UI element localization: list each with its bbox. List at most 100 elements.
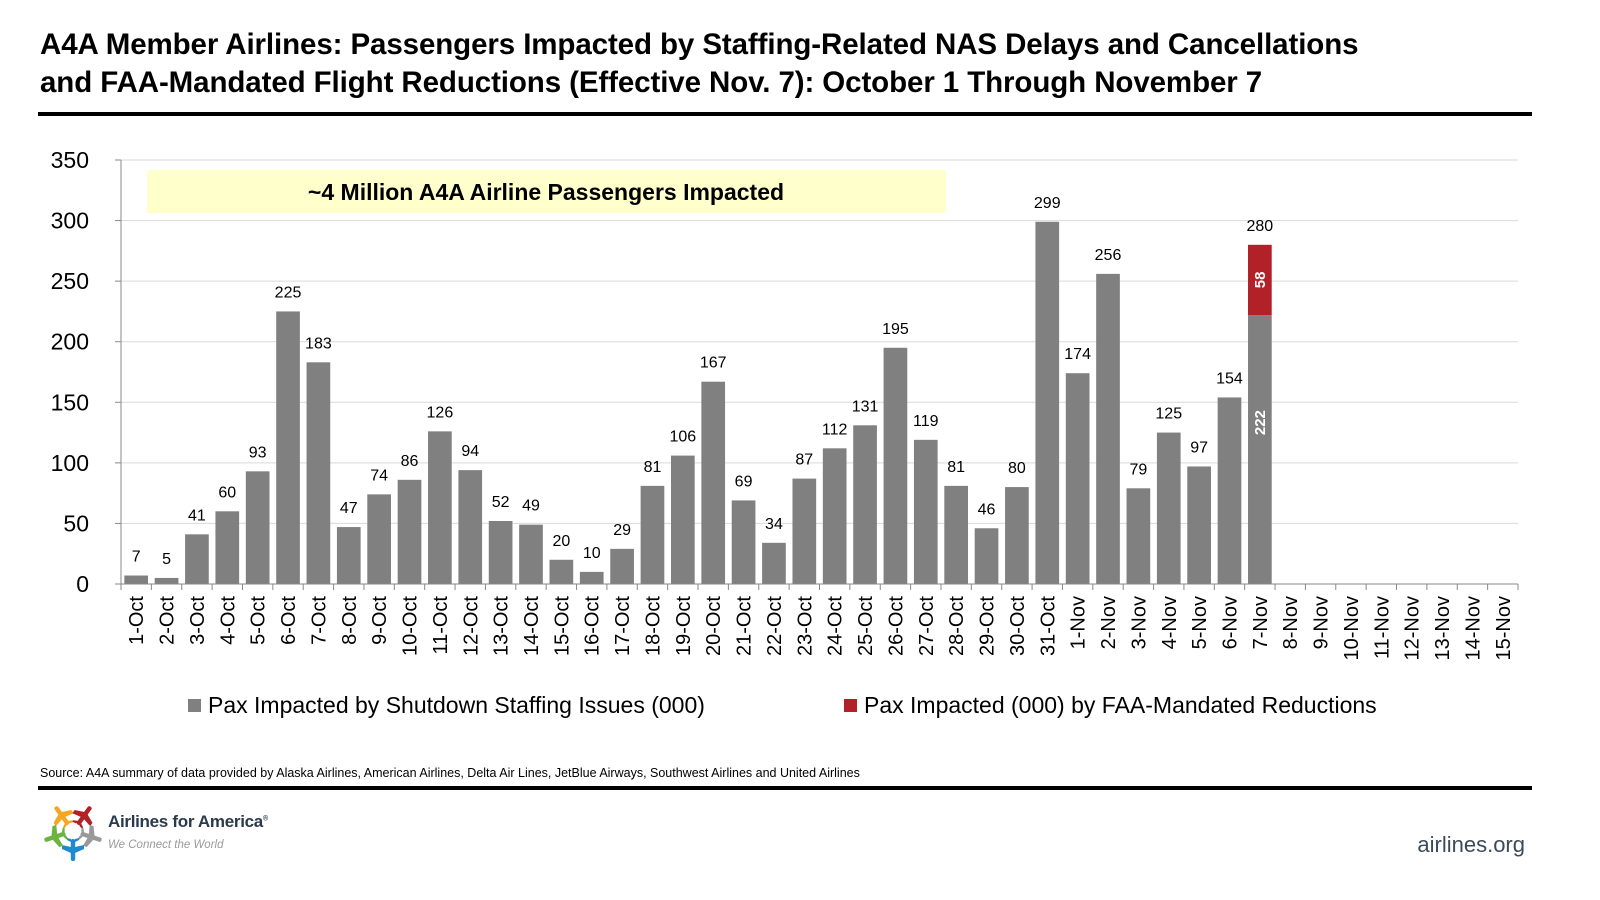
y-tick-label: 200 xyxy=(51,329,89,355)
chart-title-line-1: A4A Member Airlines: Passengers Impacted… xyxy=(40,28,1359,61)
data-label-total: 119 xyxy=(913,413,939,430)
bar-staffing xyxy=(1248,315,1272,584)
data-label-total: 7 xyxy=(132,549,141,566)
y-tick-label: 0 xyxy=(76,571,89,597)
x-tick-label: 17-Oct xyxy=(612,596,634,656)
bar-staffing xyxy=(1126,488,1151,584)
x-tick-label: 27-Oct xyxy=(916,596,938,656)
data-label-total: 10 xyxy=(583,545,601,562)
a4a-logo: Airlines for America® We Connect the Wor… xyxy=(40,798,300,868)
bar-staffing xyxy=(670,455,695,584)
legend-label-staffing: Pax Impacted by Shutdown Staffing Issues… xyxy=(208,692,705,718)
data-label-total: 174 xyxy=(1064,346,1091,363)
x-tick-label: 23-Oct xyxy=(794,596,816,656)
y-axis: 0 50 100 150 200 250 300 350 xyxy=(51,147,122,597)
airplane-tail xyxy=(81,827,85,833)
annotation-callout-text: ~4 Million A4A Airline Passengers Impact… xyxy=(308,179,784,205)
airplane-wing xyxy=(84,814,93,827)
airplane-icon xyxy=(62,838,84,861)
bar-staffing xyxy=(853,425,877,584)
airplane-icon xyxy=(72,806,93,829)
x-tick-label: 10-Oct xyxy=(400,596,422,656)
data-label-total: 126 xyxy=(427,404,454,421)
footer-divider xyxy=(38,786,1532,790)
x-tick-label: 13-Nov xyxy=(1432,596,1454,660)
bar-staffing xyxy=(1096,273,1120,584)
airplane-tail xyxy=(77,835,83,840)
x-tick-label: 9-Nov xyxy=(1311,596,1333,649)
data-label-total: 112 xyxy=(822,421,848,438)
y-tick-label: 100 xyxy=(51,450,89,476)
data-label-total: 79 xyxy=(1129,461,1147,478)
airplane-icon xyxy=(44,824,69,848)
data-label-total: 125 xyxy=(1155,406,1182,423)
airplane-tail xyxy=(72,820,78,824)
bar-staffing xyxy=(913,439,938,584)
y-tick-label: 300 xyxy=(51,208,89,234)
bar-staffing xyxy=(1005,487,1029,584)
bar-staffing xyxy=(1065,373,1090,584)
bar-staffing xyxy=(822,448,847,584)
bar-staffing xyxy=(154,577,179,584)
legend-swatch-staffing xyxy=(188,699,201,712)
x-tick-label: 6-Nov xyxy=(1219,596,1241,649)
airplane-tail xyxy=(62,823,67,829)
airplane-wing xyxy=(88,824,95,836)
airplane-wing xyxy=(53,814,62,827)
x-tick-label: 18-Oct xyxy=(642,596,664,656)
x-tick-label: 10-Nov xyxy=(1341,596,1363,660)
x-tick-label: 28-Oct xyxy=(946,596,968,656)
x-tick-label: 1-Nov xyxy=(1068,596,1090,649)
bar-chart: ~4 Million A4A Airline Passengers Impact… xyxy=(51,147,1519,660)
bar-staffing xyxy=(731,500,756,584)
x-tick-label: 11-Nov xyxy=(1371,596,1393,659)
y-tick-label: 50 xyxy=(63,510,89,536)
registered-mark: ® xyxy=(262,815,268,823)
x-tick-label: 14-Oct xyxy=(521,596,543,656)
airplane-fuselage xyxy=(76,806,92,826)
x-tick-label: 11-Oct xyxy=(430,596,452,655)
annotation-callout-background xyxy=(147,170,946,213)
data-label-total: 97 xyxy=(1190,439,1208,456)
x-tick-label: 16-Oct xyxy=(582,596,604,656)
x-tick-label: 26-Oct xyxy=(885,596,907,656)
data-label-total: 256 xyxy=(1095,247,1122,264)
airplane-fuselage xyxy=(80,831,102,842)
legend-item-staffing: Pax Impacted by Shutdown Staffing Issues… xyxy=(188,692,705,719)
bar-staffing xyxy=(428,431,452,584)
data-label-total: 46 xyxy=(978,501,996,518)
data-label-total: 86 xyxy=(401,453,419,470)
chart-title: A4A Member Airlines: Passengers Impacted… xyxy=(40,26,1540,102)
bars xyxy=(124,221,1272,584)
airplane-wing xyxy=(72,809,85,817)
gridlines xyxy=(121,159,1518,524)
bar-staffing xyxy=(1156,432,1181,584)
data-label-total: 52 xyxy=(492,494,510,511)
data-label-total: 81 xyxy=(644,459,662,476)
y-tick-label: 250 xyxy=(51,268,89,294)
x-tick-label: 4-Oct xyxy=(217,596,239,645)
x-tick-label: 12-Nov xyxy=(1402,596,1424,660)
data-label-total: 106 xyxy=(669,429,696,446)
x-tick-label: 3-Oct xyxy=(187,596,209,645)
x-tick-label: 15-Oct xyxy=(551,596,573,656)
bar-staffing xyxy=(519,524,543,584)
bar-staffing xyxy=(1035,221,1060,584)
bar-staffing xyxy=(124,575,149,584)
x-tick-label: 14-Nov xyxy=(1462,596,1484,660)
data-label-total: 29 xyxy=(613,522,631,539)
website-link[interactable]: airlines.org xyxy=(1417,832,1525,857)
data-label-faa: 58 xyxy=(1252,272,1269,289)
bar-staffing xyxy=(336,527,361,584)
airplane-tail xyxy=(68,820,74,824)
bar-staffing xyxy=(974,528,999,584)
x-tick-label: 19-Oct xyxy=(673,596,695,656)
data-label-total: 154 xyxy=(1216,370,1243,387)
airplane-wing xyxy=(51,824,58,836)
x-tick-label: 12-Oct xyxy=(460,596,482,656)
x-tick-label: 7-Nov xyxy=(1250,596,1272,649)
airplane-fuselage xyxy=(70,839,76,861)
data-label-total: 5 xyxy=(162,551,171,568)
bar-staffing xyxy=(245,471,270,584)
data-label-total: 81 xyxy=(947,459,965,476)
